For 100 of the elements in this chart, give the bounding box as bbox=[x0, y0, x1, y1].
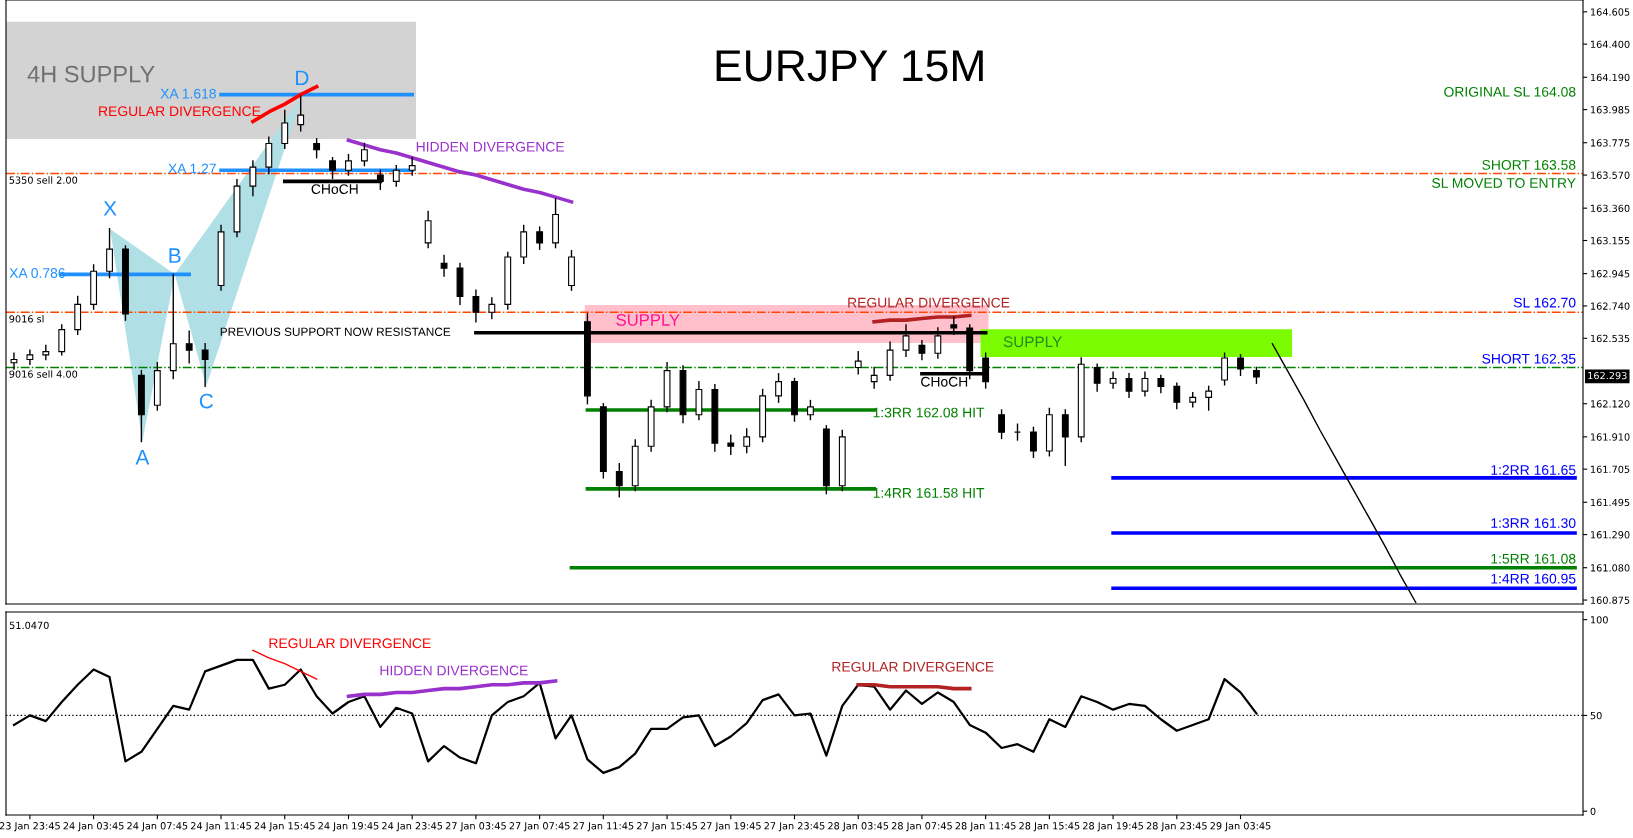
y-tick-label: 164.400 bbox=[1591, 40, 1630, 48]
x-tick-label: 27 Jan 23:45 bbox=[764, 822, 825, 832]
y-tick-label: 163.155 bbox=[1591, 236, 1630, 245]
candlestick bbox=[488, 297, 496, 320]
annotation: 4H SUPPLY bbox=[27, 65, 155, 83]
y-tick-label: 162.535 bbox=[1591, 334, 1630, 343]
annotation: SHORT 163.58 bbox=[1482, 159, 1576, 170]
x-tick-label: 27 Jan 11:45 bbox=[573, 822, 634, 832]
candlestick bbox=[1221, 352, 1229, 386]
x-tick-label: 28 Jan 23:45 bbox=[1146, 822, 1207, 832]
ref-line-label: 9016 sell 4.00 bbox=[9, 370, 78, 378]
annotation: SL MOVED TO ENTRY bbox=[1432, 178, 1576, 188]
annotation: 51.0470 bbox=[9, 621, 49, 630]
annotation: 1:4RR 160.95 bbox=[1491, 573, 1576, 584]
candlestick bbox=[297, 95, 305, 132]
candlestick bbox=[870, 366, 878, 389]
annotation: XA 0.786 bbox=[9, 268, 65, 278]
y-tick-label: 50 bbox=[1590, 711, 1602, 720]
x-tick-label: 27 Jan 03:45 bbox=[445, 822, 506, 832]
candlestick bbox=[854, 350, 862, 375]
candlestick bbox=[1173, 382, 1181, 410]
y-tick-label: 162.120 bbox=[1591, 400, 1630, 408]
line-series bbox=[346, 679, 558, 699]
annotation: SUPPLY bbox=[1003, 336, 1062, 348]
annotation: SUPPLY bbox=[616, 314, 680, 326]
candlestick bbox=[1141, 371, 1149, 397]
annotation: CHoCH bbox=[921, 376, 968, 387]
annotation: 1:2RR 161.65 bbox=[1491, 465, 1576, 475]
candlestick bbox=[10, 352, 18, 370]
candlestick bbox=[1030, 426, 1037, 459]
annotation: D bbox=[296, 70, 309, 86]
x-tick-label: 28 Jan 19:45 bbox=[1083, 822, 1144, 832]
annotation: A bbox=[135, 450, 150, 465]
annotation: XA 1.618 bbox=[160, 88, 216, 99]
annotation: XA 1.27 bbox=[168, 163, 216, 174]
annotation: 1:5RR 161.08 bbox=[1491, 553, 1576, 564]
x-tick-label: 24 Jan 07:45 bbox=[127, 822, 188, 832]
candlestick bbox=[1093, 363, 1101, 392]
annotation: CHoCH bbox=[311, 184, 358, 194]
annotation: HIDDEN DIVERGENCE bbox=[416, 141, 565, 152]
candlestick bbox=[360, 142, 368, 167]
annotation: 1:3RR 162.08 HIT bbox=[873, 407, 985, 418]
x-tick-label: 28 Jan 15:45 bbox=[1019, 822, 1080, 832]
x-tick-label: 24 Jan 03:45 bbox=[63, 822, 124, 832]
candlestick bbox=[281, 109, 289, 149]
candlestick bbox=[201, 343, 209, 388]
candlestick bbox=[807, 399, 814, 421]
text: EURJPY 15M bbox=[716, 50, 983, 82]
candlestick bbox=[727, 434, 735, 455]
y-tick-label: 163.360 bbox=[1591, 204, 1630, 212]
annotation: C bbox=[199, 393, 214, 409]
candlestick bbox=[615, 462, 623, 498]
y-tick-label: 163.985 bbox=[1591, 106, 1630, 114]
text: 162.293 bbox=[1588, 371, 1627, 380]
ref-line-label: 5350 sell 2.00 bbox=[9, 176, 78, 184]
annotation: REGULAR DIVERGENCE bbox=[832, 661, 994, 672]
annotation: REGULAR DIVERGENCE bbox=[269, 638, 431, 649]
x-tick-label: 28 Jan 03:45 bbox=[828, 822, 889, 832]
candlestick bbox=[1205, 385, 1213, 411]
annotation: SHORT 162.35 bbox=[1482, 353, 1576, 364]
line-series bbox=[252, 649, 318, 680]
candlestick bbox=[313, 138, 321, 159]
y-tick-label: 161.080 bbox=[1591, 564, 1630, 572]
x-tick-label: 28 Jan 07:45 bbox=[891, 822, 952, 832]
x-tick-label: 28 Jan 11:45 bbox=[955, 822, 1016, 832]
candlestick bbox=[536, 226, 544, 250]
x-tick-label: 27 Jan 07:45 bbox=[509, 822, 570, 832]
candlestick bbox=[345, 153, 352, 176]
candlestick bbox=[918, 339, 926, 361]
x-tick-label: 27 Jan 15:45 bbox=[637, 822, 697, 832]
annotation: HIDDEN DIVERGENCE bbox=[380, 665, 528, 676]
annotation: SL 162.70 bbox=[1513, 297, 1576, 308]
candlestick bbox=[440, 254, 448, 277]
y-tick-label: 161.910 bbox=[1591, 433, 1630, 441]
candlestick bbox=[1237, 354, 1244, 377]
y-tick-label: 164.605 bbox=[1591, 8, 1630, 16]
candlestick bbox=[424, 210, 432, 249]
y-tick-label: 161.495 bbox=[1591, 498, 1630, 507]
x-tick-label: 24 Jan 15:45 bbox=[254, 822, 315, 832]
annotation: ORIGINAL SL 164.08 bbox=[1444, 86, 1576, 97]
line-series bbox=[872, 313, 972, 324]
annotation: 1:3RR 161.30 bbox=[1491, 518, 1576, 528]
candlestick bbox=[185, 330, 193, 364]
candlestick bbox=[743, 428, 751, 454]
candlestick bbox=[26, 349, 34, 365]
candlestick bbox=[775, 373, 782, 403]
annotation: X bbox=[103, 201, 117, 216]
x-tick-label: 27 Jan 19:45 bbox=[700, 822, 761, 832]
y-tick-label: 100 bbox=[1591, 616, 1608, 624]
annotation: REGULAR DIVERGENCE bbox=[99, 106, 261, 117]
y-tick-label: 162.740 bbox=[1591, 302, 1630, 310]
x-tick-label: 24 Jan 23:45 bbox=[382, 822, 443, 832]
y-tick-label: 162.945 bbox=[1591, 270, 1630, 278]
annotation: B bbox=[169, 248, 181, 263]
candlestick bbox=[106, 227, 113, 279]
annotation: PREVIOUS SUPPORT NOW RESISTANCE bbox=[220, 327, 451, 336]
candlestick bbox=[58, 324, 66, 356]
y-tick-label: 164.190 bbox=[1591, 73, 1630, 82]
y-tick-label: 161.705 bbox=[1591, 465, 1630, 473]
candlestick bbox=[998, 409, 1006, 440]
